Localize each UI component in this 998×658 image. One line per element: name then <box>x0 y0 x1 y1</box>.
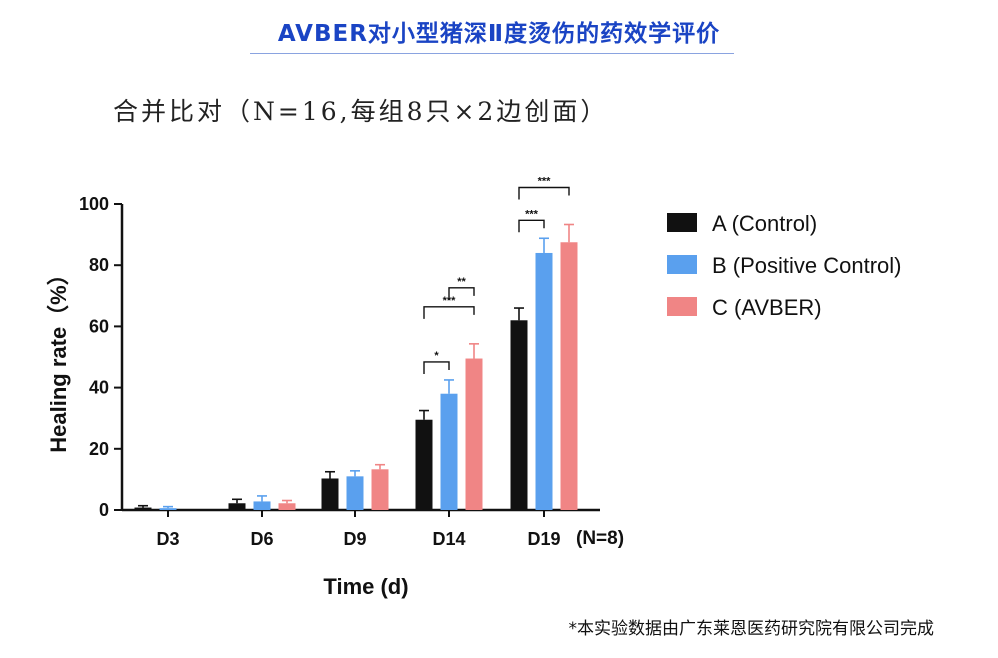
legend-swatch <box>667 213 697 232</box>
page-title: AVBER对小型猪深Ⅱ度烫伤的药效学评价 <box>277 21 721 47</box>
x-tick-label: D9 <box>343 529 366 549</box>
bar <box>465 358 483 510</box>
significance-label: *** <box>538 176 552 188</box>
bar <box>278 503 296 510</box>
y-tick-label: 100 <box>79 194 109 214</box>
y-tick-label: 80 <box>89 255 109 275</box>
bar <box>159 508 177 510</box>
bar <box>440 393 458 510</box>
significance-bracket <box>448 287 475 300</box>
bar <box>228 503 246 510</box>
legend-label: A (Control) <box>712 211 817 236</box>
bar <box>321 478 339 510</box>
legend-swatch <box>667 255 697 274</box>
bar <box>535 252 553 510</box>
legend-label: C (AVBER) <box>712 295 822 320</box>
x-tick-label: D14 <box>432 529 465 549</box>
bar <box>510 320 528 510</box>
significance-label: *** <box>443 295 457 307</box>
bar <box>253 501 271 510</box>
y-tick-label: 20 <box>89 439 109 459</box>
y-tick-label: 60 <box>89 316 109 336</box>
bar <box>415 419 433 510</box>
significance-label: ** <box>457 276 466 288</box>
legend: A (Control) B (Positive Control) C (AVBER) <box>667 211 902 320</box>
chart-subtitle: 合并比对（N=16,每组8只×2边创面） <box>113 97 609 126</box>
bar <box>371 469 389 510</box>
footnote: *本实验数据由广东莱恩医药研究院有限公司完成 <box>568 619 935 639</box>
sample-size-label: (N=8) <box>576 528 624 549</box>
significance-bracket <box>423 306 475 319</box>
significance-bracket <box>423 361 450 374</box>
x-tick-label: D19 <box>527 529 560 549</box>
bar <box>346 476 364 510</box>
y-axis-title: Healing rate（%） <box>46 263 71 453</box>
significance-label: * <box>434 350 439 362</box>
bar <box>560 242 578 510</box>
x-tick-label: D6 <box>250 529 273 549</box>
title-underline <box>250 53 734 54</box>
significance-label: *** <box>525 208 539 220</box>
bar <box>134 507 152 510</box>
legend-swatch <box>667 297 697 316</box>
y-tick-label: 40 <box>89 378 109 398</box>
x-axis-title: Time (d) <box>323 574 408 599</box>
y-tick-label: 0 <box>99 500 109 520</box>
x-tick-label: D3 <box>156 529 179 549</box>
significance-bracket <box>518 186 570 200</box>
significance-bracket <box>518 219 545 233</box>
legend-label: B (Positive Control) <box>712 253 902 278</box>
